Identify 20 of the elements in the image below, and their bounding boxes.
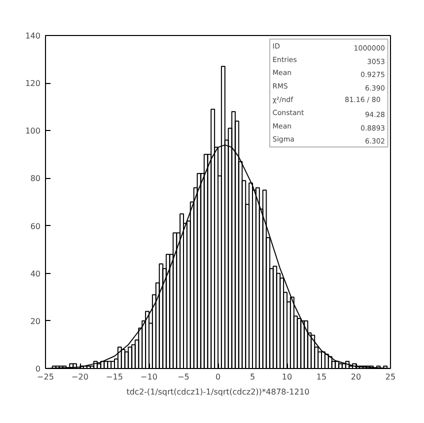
y-tick-label: 80 <box>30 174 41 184</box>
x-tick-label: 10 <box>282 372 292 382</box>
x-tick-label: 5 <box>250 372 256 382</box>
x-tick-label: −15 <box>106 372 123 382</box>
x-tick-label: 25 <box>385 372 396 382</box>
x-tick-label: 20 <box>350 372 362 382</box>
x-tick-label: 0 <box>215 372 221 382</box>
x-tick-label: −5 <box>178 372 190 382</box>
y-tick-label: 20 <box>30 316 41 326</box>
x-tick-label: −10 <box>140 372 158 382</box>
y-tick-label: 100 <box>25 126 41 136</box>
y-tick-label: 140 <box>25 32 41 40</box>
y-tick-label: 60 <box>30 222 41 231</box>
y-tick-label: 120 <box>25 79 41 88</box>
x-axis-title: tdc2-(1/sqrt(cdcz1)-1/sqrt(cdcz2))*4878-1210 <box>126 388 310 396</box>
x-tick-label: −25 <box>37 372 54 382</box>
x-tick-label: 15 <box>316 372 327 382</box>
y-tick-label: 0 <box>35 364 41 374</box>
y-tick-label: 40 <box>30 269 41 278</box>
x-tick-label: −20 <box>72 372 88 382</box>
